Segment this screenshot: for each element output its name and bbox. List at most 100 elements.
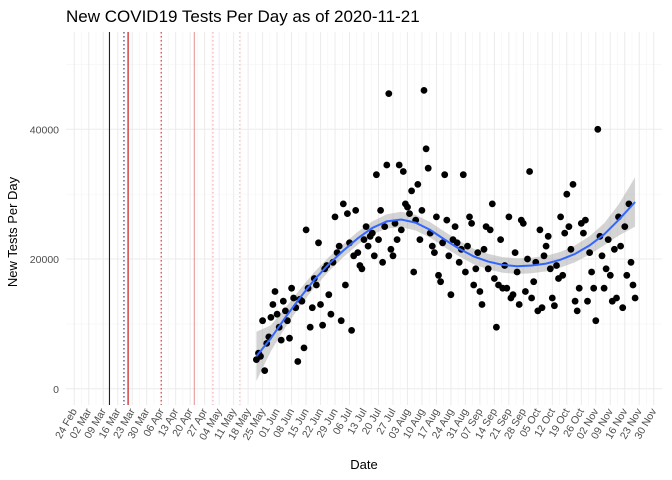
data-point — [428, 242, 436, 250]
data-point — [631, 294, 639, 302]
data-point — [433, 213, 440, 221]
data-point — [435, 271, 442, 279]
data-point — [563, 190, 571, 198]
data-point — [470, 281, 478, 289]
data-point — [306, 323, 314, 331]
data-point — [313, 281, 320, 289]
data-point — [586, 249, 593, 256]
data-point — [451, 223, 459, 231]
data-point — [480, 245, 488, 253]
data-point — [315, 239, 322, 247]
data-point — [443, 216, 451, 224]
data-point — [491, 275, 498, 282]
data-point — [362, 223, 370, 231]
grid — [66, 32, 662, 405]
data-point — [373, 171, 380, 179]
data-point — [530, 278, 538, 286]
data-point — [441, 171, 449, 179]
data-point — [513, 268, 521, 276]
data-point — [590, 284, 598, 292]
data-point — [544, 232, 552, 240]
data-point — [395, 161, 403, 169]
data-point — [629, 281, 637, 289]
data-point — [476, 288, 484, 295]
data-point — [377, 207, 384, 214]
data-point — [352, 207, 360, 214]
data-point — [526, 168, 533, 175]
data-point — [370, 252, 378, 260]
data-point — [404, 203, 411, 211]
data-point — [348, 327, 355, 334]
data-point — [277, 336, 285, 344]
data-point — [259, 317, 266, 325]
data-point — [580, 229, 587, 237]
data-point — [391, 220, 399, 227]
y-axis-title: New Tests Per Day — [5, 176, 20, 287]
data-point — [447, 291, 455, 299]
data-point — [339, 200, 347, 208]
data-point — [300, 344, 308, 352]
data-point — [453, 239, 461, 247]
data-point — [368, 229, 376, 237]
data-point — [406, 210, 413, 218]
data-point — [269, 301, 277, 308]
data-point — [337, 317, 345, 325]
data-point — [588, 268, 595, 276]
data-point — [573, 307, 581, 315]
data-point — [548, 294, 556, 302]
data-point — [611, 245, 618, 253]
data-point — [519, 220, 527, 227]
data-point — [284, 317, 291, 325]
data-point — [358, 265, 366, 273]
data-point — [383, 161, 391, 169]
data-point — [524, 255, 531, 263]
data-point — [557, 213, 564, 221]
data-point — [279, 297, 287, 305]
data-point — [528, 294, 535, 302]
data-point — [598, 252, 606, 260]
data-point — [509, 291, 517, 299]
data-point — [360, 236, 368, 244]
data-point — [414, 181, 422, 188]
data-point — [575, 284, 583, 292]
data-point — [464, 242, 471, 250]
data-point — [408, 187, 415, 195]
y-tick-label: 0 — [53, 384, 59, 396]
data-point — [486, 226, 494, 234]
data-point — [439, 239, 446, 247]
data-point — [468, 220, 475, 227]
data-point — [298, 297, 306, 305]
y-tick-label: 40000 — [30, 124, 59, 136]
data-point — [273, 310, 281, 318]
data-point — [294, 358, 302, 365]
reference-lines — [108, 32, 241, 405]
data-point — [472, 265, 480, 273]
data-point — [290, 294, 297, 302]
data-point — [600, 284, 608, 292]
data-point — [418, 207, 426, 214]
data-point — [431, 249, 438, 256]
data-point — [627, 258, 635, 266]
data-point — [302, 226, 310, 234]
data-point — [592, 317, 600, 325]
data-point — [511, 249, 519, 256]
data-point — [327, 310, 335, 318]
data-point — [551, 302, 558, 310]
data-point — [420, 87, 428, 94]
data-point — [538, 304, 546, 312]
chart-title: New COVID19 Tests Per Day as of 2020-11-… — [66, 7, 420, 26]
data-point — [565, 223, 573, 231]
data-point — [493, 323, 500, 331]
data-point — [604, 236, 612, 244]
data-point — [503, 284, 511, 292]
data-point — [375, 236, 382, 244]
data-point — [619, 304, 627, 312]
data-point — [286, 334, 293, 342]
data-point — [488, 200, 496, 208]
data-point — [505, 213, 513, 221]
data-point — [582, 216, 589, 224]
data-point — [617, 242, 624, 250]
data-point — [584, 297, 591, 305]
